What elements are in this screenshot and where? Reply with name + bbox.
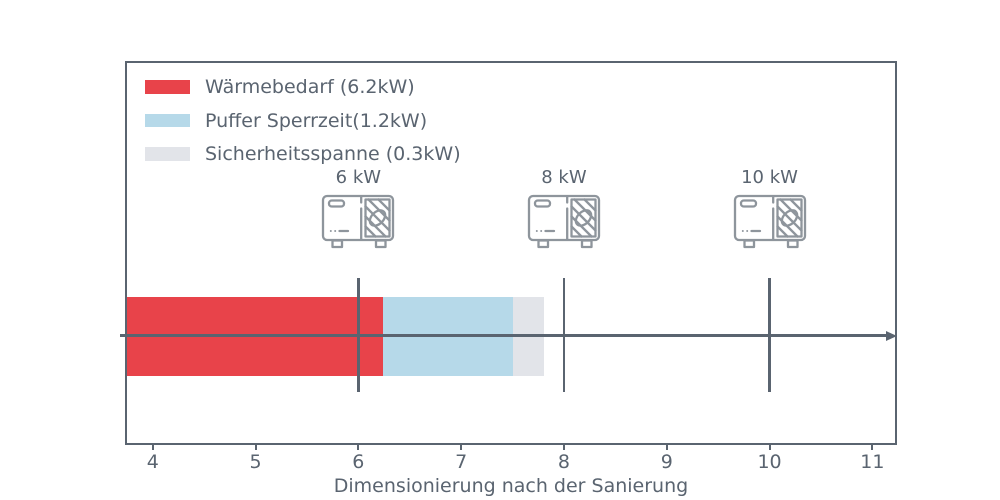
legend-swatch-red bbox=[145, 80, 190, 94]
heat-pump-icon-slot bbox=[732, 193, 808, 253]
x-tick bbox=[357, 445, 360, 450]
x-tick-label: 5 bbox=[249, 451, 262, 473]
legend-label: Sicherheitsspanne (0.3kW) bbox=[205, 143, 461, 165]
heat-pump-icon bbox=[527, 194, 601, 249]
heat-pump-icon bbox=[733, 194, 806, 249]
x-tick-label: 7 bbox=[455, 451, 468, 473]
pump-size-reference-line bbox=[562, 278, 566, 392]
heat-pump-icon-slot bbox=[526, 193, 602, 253]
x-tick-label: 4 bbox=[146, 451, 159, 473]
kw-axis-arrow-head-icon bbox=[886, 330, 897, 341]
legend-label: Puffer Sperrzeit(1.2kW) bbox=[205, 109, 428, 132]
legend: Wärmebedarf (6.2kW) Puffer Sperrzeit(1.2… bbox=[145, 77, 461, 178]
x-tick-label: 11 bbox=[860, 451, 885, 473]
legend-swatch-blue bbox=[145, 113, 190, 128]
pump-size-label: 10 kW bbox=[741, 167, 798, 188]
x-tick bbox=[871, 445, 874, 450]
x-tick bbox=[151, 445, 154, 450]
kw-axis-arrow-line bbox=[120, 334, 888, 337]
x-tick-label: 8 bbox=[557, 451, 570, 473]
x-tick bbox=[254, 445, 257, 450]
heat-pump-icon-slot bbox=[320, 193, 396, 253]
legend-item-buffer: Puffer Sperrzeit(1.2kW) bbox=[145, 111, 461, 131]
pump-size-label: 8 kW bbox=[541, 167, 587, 188]
pump-size-reference-line bbox=[357, 278, 360, 392]
plot-area bbox=[125, 61, 897, 445]
x-tick bbox=[768, 445, 771, 450]
legend-item-heat-demand: Wärmebedarf (6.2kW) bbox=[145, 77, 461, 97]
pump-size-reference-line bbox=[768, 278, 771, 392]
x-tick bbox=[562, 445, 565, 450]
x-tick bbox=[665, 445, 668, 450]
x-tick-label: 9 bbox=[660, 451, 673, 473]
heat-pump-icon bbox=[322, 194, 395, 249]
pump-size-label: 6 kW bbox=[335, 167, 382, 188]
legend-label: Wärmebedarf (6.2kW) bbox=[205, 76, 415, 98]
x-axis-label: Dimensionierung nach der Sanierung bbox=[333, 475, 689, 497]
x-tick-label: 10 bbox=[757, 451, 782, 473]
x-tick-label: 6 bbox=[352, 451, 365, 473]
x-tick bbox=[460, 445, 463, 450]
legend-item-safety-margin: Sicherheitsspanne (0.3kW) bbox=[145, 144, 461, 164]
legend-swatch-gray bbox=[145, 147, 190, 161]
